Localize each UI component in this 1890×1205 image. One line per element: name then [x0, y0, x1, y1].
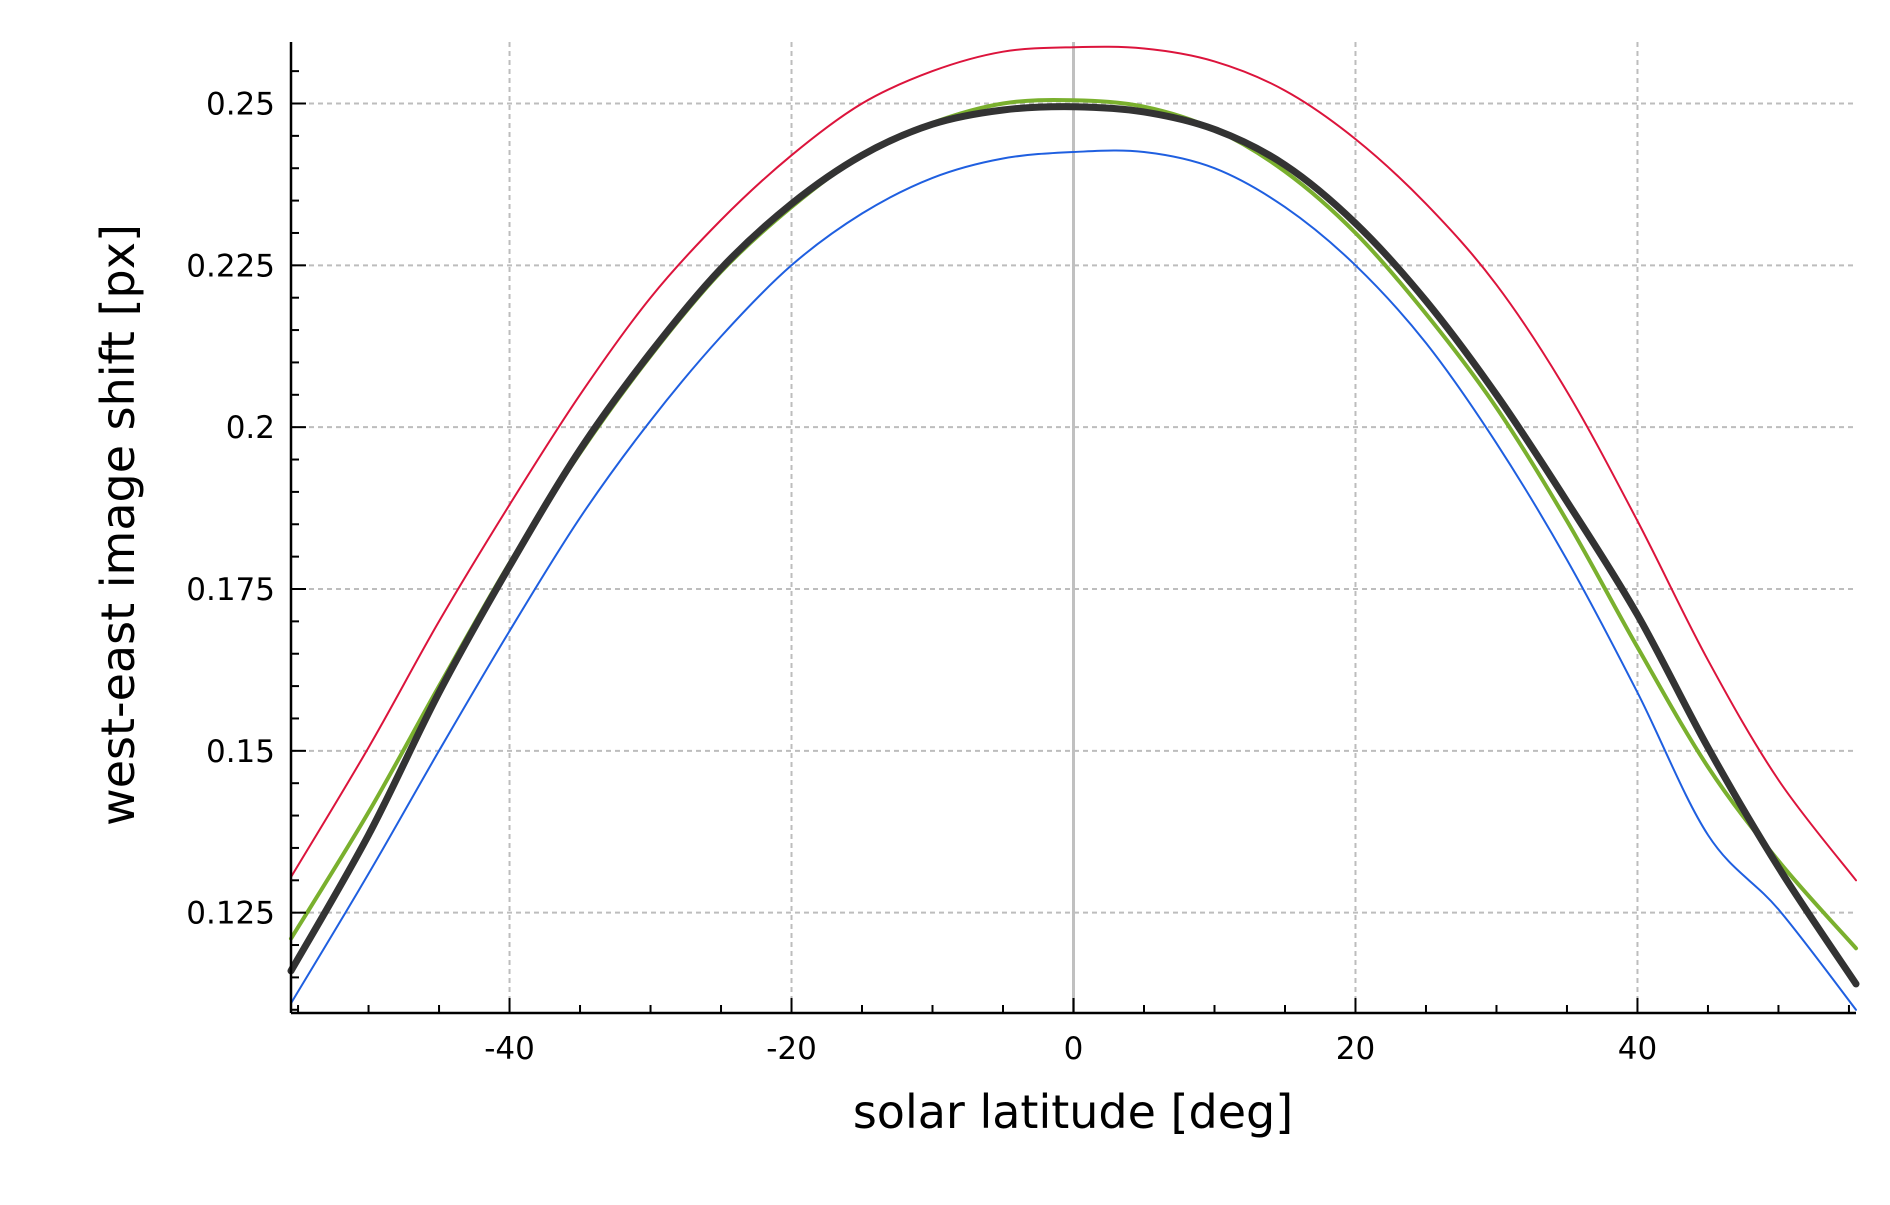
series-line-upper — [290, 45, 1857, 882]
x-axis-title: solar latitude [deg] — [853, 1085, 1293, 1139]
x-tick-label-4: 40 — [1618, 1031, 1657, 1067]
y-tick-label-4: 0.225 — [186, 248, 275, 284]
series-line-mean — [287, 103, 1860, 988]
y-tick-label-1: 0.15 — [206, 734, 275, 770]
grid — [291, 42, 1856, 1013]
series-line-lower — [290, 149, 1857, 1011]
y-tick-label-0: 0.125 — [186, 896, 275, 932]
y-tick-label-3: 0.2 — [226, 410, 275, 446]
x-tick-label-0: -40 — [484, 1031, 535, 1067]
y-tick-label-5: 0.25 — [206, 86, 275, 122]
tick-labels: -40 -20 0 20 40 0.125 0.15 0.175 0.2 0.225 0.25 — [186, 86, 1657, 1067]
y-axis-title: west-east image shift [px] — [91, 224, 145, 826]
x-tick-label-1: -20 — [766, 1031, 817, 1067]
x-tick-label-2: 0 — [1064, 1031, 1084, 1067]
axes — [289, 42, 1856, 1015]
plot-series — [287, 45, 1860, 1011]
y-tick-label-2: 0.175 — [186, 572, 275, 608]
x-tick-label-3: 20 — [1336, 1031, 1375, 1067]
